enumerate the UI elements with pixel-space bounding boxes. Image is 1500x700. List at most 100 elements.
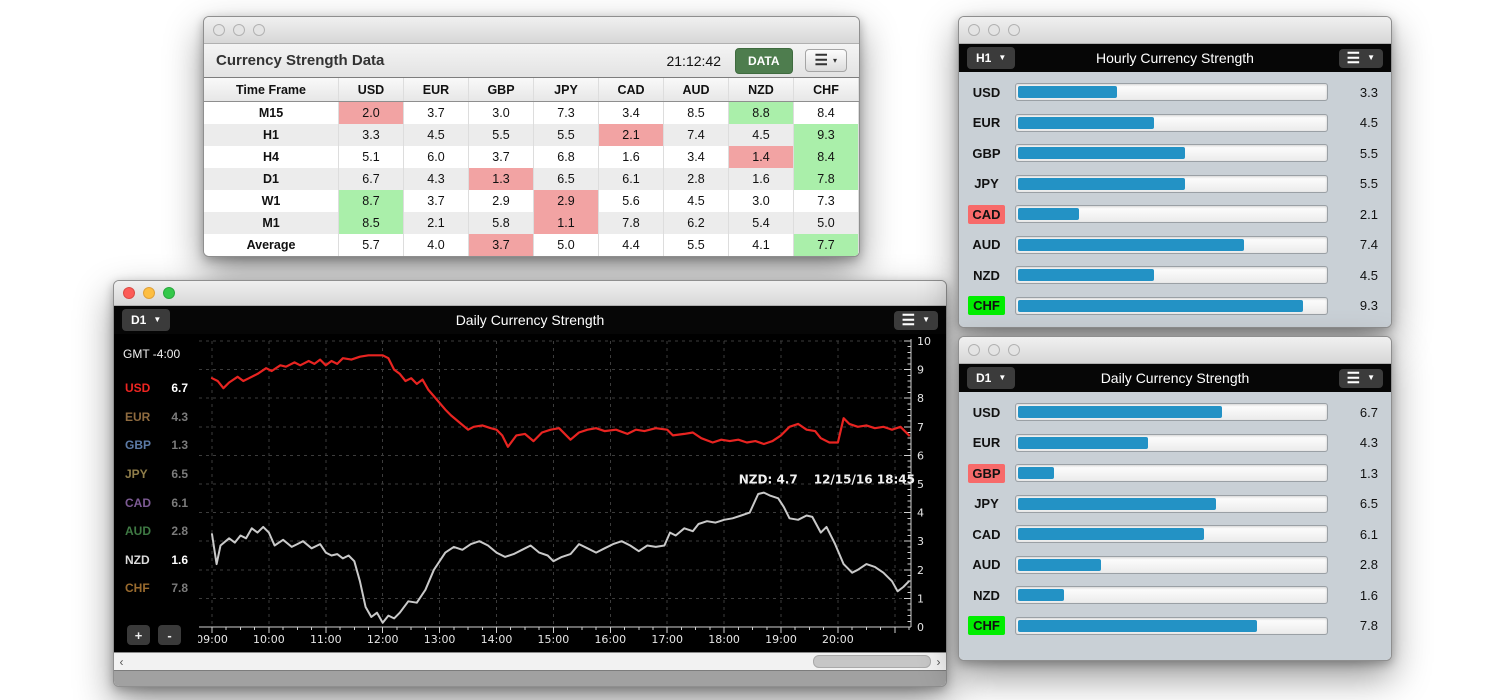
data-button[interactable]: DATA <box>734 47 793 74</box>
minimize-button[interactable] <box>143 287 155 299</box>
close-button[interactable] <box>968 344 980 356</box>
column-header: GBP <box>468 78 534 102</box>
legend-currency-code: USD <box>125 381 151 396</box>
chart-header: Daily Currency Strength D1 ▼ ☰ ▼ <box>114 306 946 334</box>
legend-item-chf[interactable]: CHF 7.8 <box>114 574 198 603</box>
legend-item-cad[interactable]: CAD 6.1 <box>114 488 198 517</box>
hamburger-icon: ☰ <box>1346 49 1361 67</box>
menu-button[interactable]: ☰ ▼ <box>1338 48 1383 68</box>
strength-cell: 5.5 <box>468 124 534 146</box>
legend-currency-code: CAD <box>125 495 151 510</box>
currency-row-chf: CHF 9.3 <box>959 291 1391 322</box>
currency-row-gbp: GBP 5.5 <box>959 138 1391 169</box>
chart-legend-list: USD 6.7 EUR 4.3 GBP 1.3 JPY 6.5 CAD 6.1 AUD 2.8 NZD 1… <box>114 374 198 603</box>
titlebar <box>959 337 1391 364</box>
timeframe-dropdown[interactable]: D1 ▼ <box>122 309 171 331</box>
strength-bar-track <box>1015 144 1328 163</box>
currency-row-nzd: NZD 1.6 <box>959 580 1391 611</box>
strength-value: 1.6 <box>1359 587 1378 603</box>
currency-label: AUD <box>972 237 1001 253</box>
legend-currency-code: GBP <box>125 438 152 453</box>
zoom-button[interactable] <box>1008 344 1020 356</box>
column-header: AUD <box>663 78 729 102</box>
zoom-button[interactable] <box>253 24 265 36</box>
column-header: Time Frame <box>204 78 339 102</box>
minimize-button[interactable] <box>988 24 1000 36</box>
chart-header: Daily Currency Strength D1 ▼ ☰ ▼ <box>959 364 1391 392</box>
menu-button[interactable]: ☰ ▾ <box>804 49 847 72</box>
minimize-button[interactable] <box>233 24 245 36</box>
strength-bar-fill <box>1018 269 1154 282</box>
table-row: W1 8.7 3.7 2.9 2.9 5.6 4.5 3.0 7.3 <box>204 190 859 212</box>
zoom-button[interactable] <box>1008 24 1020 36</box>
currency-label: CHF <box>968 616 1005 636</box>
strength-bar-track <box>1015 235 1328 254</box>
close-button[interactable] <box>213 24 225 36</box>
hamburger-icon: ☰ <box>814 52 828 69</box>
strength-cell: 8.4 <box>793 101 859 124</box>
svg-text:10: 10 <box>917 335 931 348</box>
svg-text:15:00: 15:00 <box>538 633 570 646</box>
strength-cell: 7.8 <box>793 168 859 190</box>
timeframe-value: H1 <box>976 51 992 65</box>
strength-bar-track <box>1015 494 1328 513</box>
strength-cell: 3.4 <box>663 146 729 168</box>
legend-currency-code: EUR <box>125 409 151 424</box>
strength-cell: 4.0 <box>403 234 469 256</box>
strength-value: 9.3 <box>1359 298 1378 314</box>
window-title: Currency Strength Data <box>216 52 385 69</box>
table-row: H1 3.3 4.5 5.5 5.5 2.1 7.4 4.5 9.3 <box>204 124 859 146</box>
daily-strength-line-chart: 0 1 2 3 4 5 6 7 8 9 10 09:00 10:00 11:00 12:00 13:00 14:… <box>198 334 945 652</box>
chart-title: Daily Currency Strength <box>455 312 605 328</box>
strength-bar-track <box>1015 113 1328 132</box>
timeframe-dropdown[interactable]: D1 ▼ <box>967 367 1016 389</box>
strength-cell: 6.7 <box>338 168 404 190</box>
strength-cell: 1.4 <box>728 146 794 168</box>
currency-label: CAD <box>968 204 1005 224</box>
menu-button[interactable]: ☰ ▼ <box>893 310 938 330</box>
minimize-button[interactable] <box>988 344 1000 356</box>
window-bottom-edge <box>114 670 946 686</box>
svg-text:10:00: 10:00 <box>253 633 285 646</box>
legend-item-eur[interactable]: EUR 4.3 <box>114 403 198 432</box>
strength-bar-fill <box>1018 589 1064 602</box>
strength-cell: 5.0 <box>793 212 859 234</box>
scroll-left-icon[interactable]: ‹ <box>119 654 124 669</box>
close-button[interactable] <box>968 24 980 36</box>
legend-item-jpy[interactable]: JPY 6.5 <box>114 460 198 489</box>
clock: 21:12:42 <box>666 52 721 69</box>
scroll-right-icon[interactable]: › <box>936 654 941 669</box>
svg-text:17:00: 17:00 <box>651 633 683 646</box>
strength-bar-track <box>1015 464 1328 483</box>
strength-cell: 9.3 <box>793 124 859 146</box>
daily-strength-window: Daily Currency Strength D1 ▼ ☰ ▼ USD 6.7 EUR… <box>958 336 1392 661</box>
scrollbar-thumb[interactable] <box>812 655 932 668</box>
strength-cell: 7.3 <box>533 101 599 124</box>
strength-cell: 5.8 <box>468 212 534 234</box>
strength-cell: 8.5 <box>663 101 729 124</box>
strength-cell: 7.4 <box>663 124 729 146</box>
strength-bar-fill <box>1018 558 1102 571</box>
zoom-button[interactable] <box>163 287 175 299</box>
strength-bar-track <box>1015 586 1328 605</box>
strength-bar-track <box>1015 296 1328 315</box>
legend-item-usd[interactable]: USD 6.7 <box>114 374 198 403</box>
strength-cell: 3.0 <box>468 101 534 124</box>
strength-bar-track <box>1015 83 1328 102</box>
legend-item-aud[interactable]: AUD 2.8 <box>114 517 198 546</box>
strength-bar-fill <box>1018 177 1186 190</box>
close-button[interactable] <box>123 287 135 299</box>
legend-item-nzd[interactable]: NZD 1.6 <box>114 546 198 575</box>
legend-item-gbp[interactable]: GBP 1.3 <box>114 431 198 460</box>
strength-bar-track <box>1015 616 1328 635</box>
menu-button[interactable]: ☰ ▼ <box>1338 368 1383 388</box>
svg-text:3: 3 <box>917 535 924 548</box>
zoom-out-button[interactable]: - <box>158 625 181 645</box>
timeframe-dropdown[interactable]: H1 ▼ <box>967 47 1016 69</box>
zoom-in-button[interactable]: + <box>127 625 150 645</box>
timeframe-label: D1 <box>204 168 339 190</box>
horizontal-scrollbar[interactable]: ‹ › <box>114 652 946 670</box>
currency-label: JPY <box>974 496 999 512</box>
svg-text:2: 2 <box>917 564 924 577</box>
strength-cell: 5.0 <box>533 234 599 256</box>
